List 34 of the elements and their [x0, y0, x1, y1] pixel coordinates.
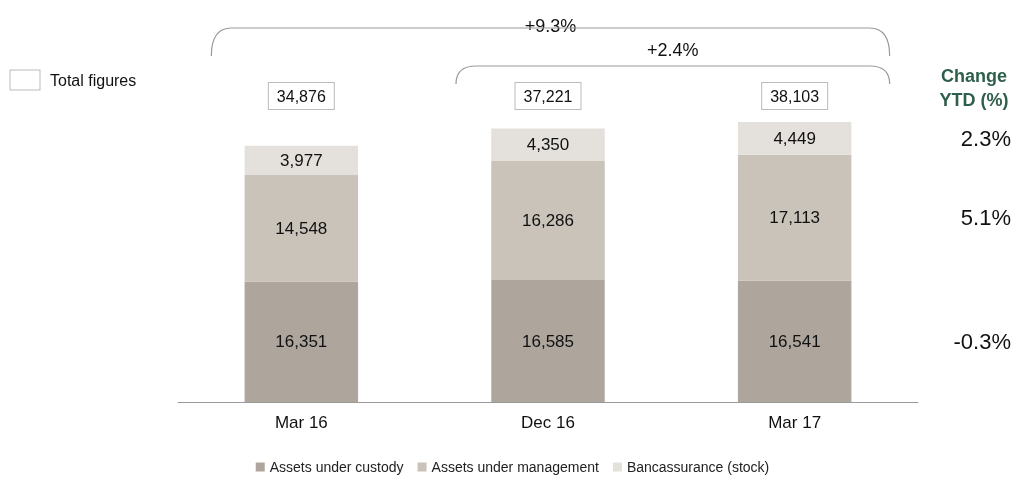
bar	[244, 281, 359, 402]
x-tick-label: Mar 16	[274, 413, 328, 432]
bar	[491, 128, 605, 161]
x-tick-label: Dec 16	[521, 413, 575, 432]
total-label: 34,876	[276, 87, 326, 105]
legend-label: Assets under custody	[269, 459, 404, 475]
bar	[491, 280, 605, 402]
bar	[244, 145, 359, 175]
bar	[244, 174, 359, 282]
legend-label: Bancassurance (stock)	[626, 459, 770, 475]
total-label: 38,103	[770, 87, 820, 105]
total-label: 37,221	[523, 87, 573, 105]
data-label: 16,541	[768, 331, 821, 351]
text: 5.1%	[960, 205, 1011, 231]
bar	[737, 280, 852, 402]
data-label: 17,113	[769, 208, 821, 228]
data-label: 16,585	[522, 331, 574, 351]
x-tick-label: Mar 17	[768, 413, 822, 432]
data-label: 16,286	[522, 210, 574, 230]
text: -0.3%	[953, 328, 1011, 354]
text: +9.3%	[524, 16, 577, 36]
text: Change YTD (%)	[939, 66, 1009, 110]
text: 2.3%	[960, 125, 1011, 151]
text: Total figures	[50, 71, 137, 89]
bar	[737, 154, 852, 281]
bar	[737, 121, 852, 155]
data-label: 3,977	[280, 150, 323, 170]
text: +2.4%	[647, 40, 699, 60]
bar	[491, 160, 605, 281]
data-label: 4,350	[526, 134, 570, 154]
data-label: 4,449	[773, 128, 816, 148]
data-label: 16,351	[275, 332, 328, 352]
data-label: 14,548	[275, 218, 328, 238]
legend-label: Assets under management	[431, 459, 599, 475]
